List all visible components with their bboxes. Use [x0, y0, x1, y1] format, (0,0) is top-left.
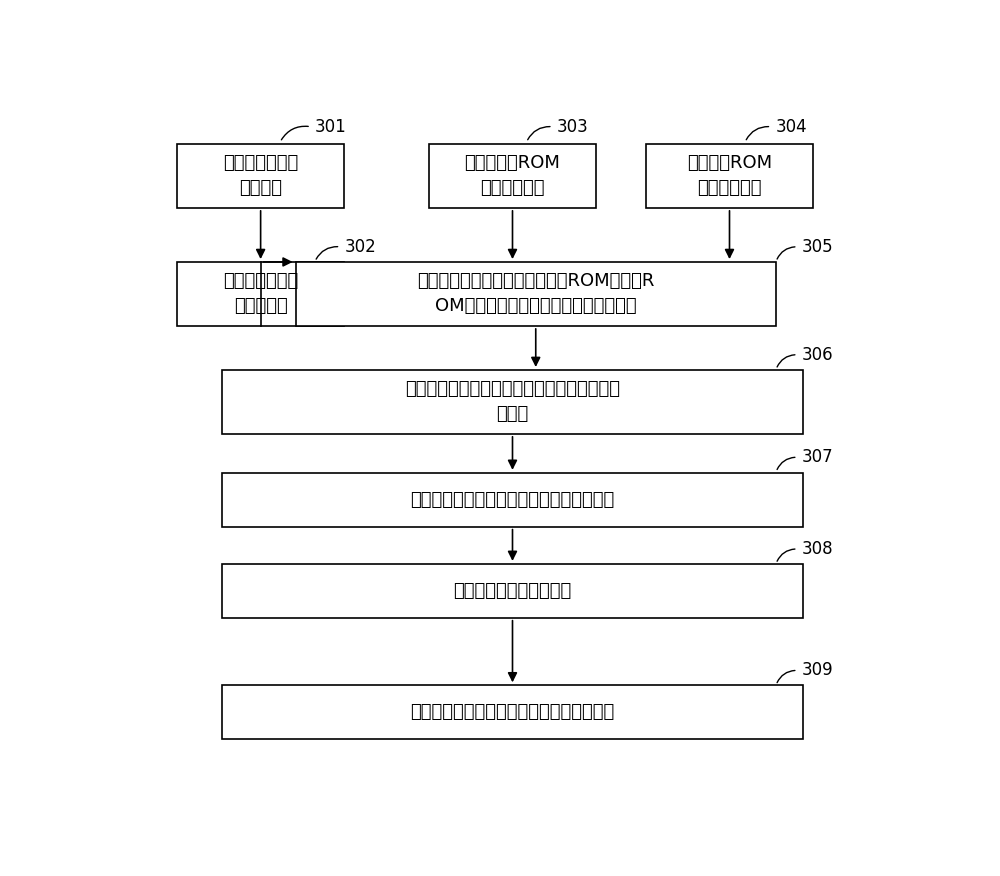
- Text: 308: 308: [802, 540, 833, 558]
- Text: 获得移动终端的
反汇编代码: 获得移动终端的 反汇编代码: [223, 272, 298, 315]
- Bar: [222, 564, 803, 618]
- Text: 得到待移植ROM
的反汇编代码: 得到待移植ROM 的反汇编代码: [465, 154, 560, 197]
- Bar: [429, 144, 596, 208]
- Bar: [222, 685, 803, 739]
- Text: 得到原生ROM
的反汇编代码: 得到原生ROM 的反汇编代码: [687, 154, 772, 197]
- Bar: [296, 262, 776, 326]
- Text: 通过运行脚本，生成包括待移植ROM与原生R
OM的反汇编代码的差异部分的差异文件: 通过运行脚本，生成包括待移植ROM与原生R OM的反汇编代码的差异部分的差异文件: [417, 272, 654, 315]
- Text: 301: 301: [315, 117, 347, 136]
- Bar: [222, 370, 803, 434]
- Text: 将差异文件中的内容移植到移动终端的反汇编
代码中: 将差异文件中的内容移植到移动终端的反汇编 代码中: [405, 380, 620, 423]
- Text: 309: 309: [802, 661, 833, 680]
- Bar: [222, 473, 803, 526]
- Text: 306: 306: [802, 346, 833, 364]
- Text: 获得移动终端的
内核代码: 获得移动终端的 内核代码: [223, 154, 298, 197]
- Text: 记录编译过程的修复部分: 记录编译过程的修复部分: [453, 582, 572, 600]
- Text: 304: 304: [775, 117, 807, 136]
- Text: 305: 305: [802, 237, 833, 256]
- Text: 302: 302: [344, 237, 376, 256]
- Text: 对移植后的移动终端的反汇编代码进行汇编: 对移植后的移动终端的反汇编代码进行汇编: [410, 703, 615, 721]
- Bar: [646, 144, 813, 208]
- Text: 对移植后的移动终端的反汇编代码进行编译: 对移植后的移动终端的反汇编代码进行编译: [410, 491, 615, 509]
- Text: 303: 303: [557, 117, 588, 136]
- Bar: [177, 262, 344, 326]
- Bar: [177, 144, 344, 208]
- Text: 307: 307: [802, 449, 833, 466]
